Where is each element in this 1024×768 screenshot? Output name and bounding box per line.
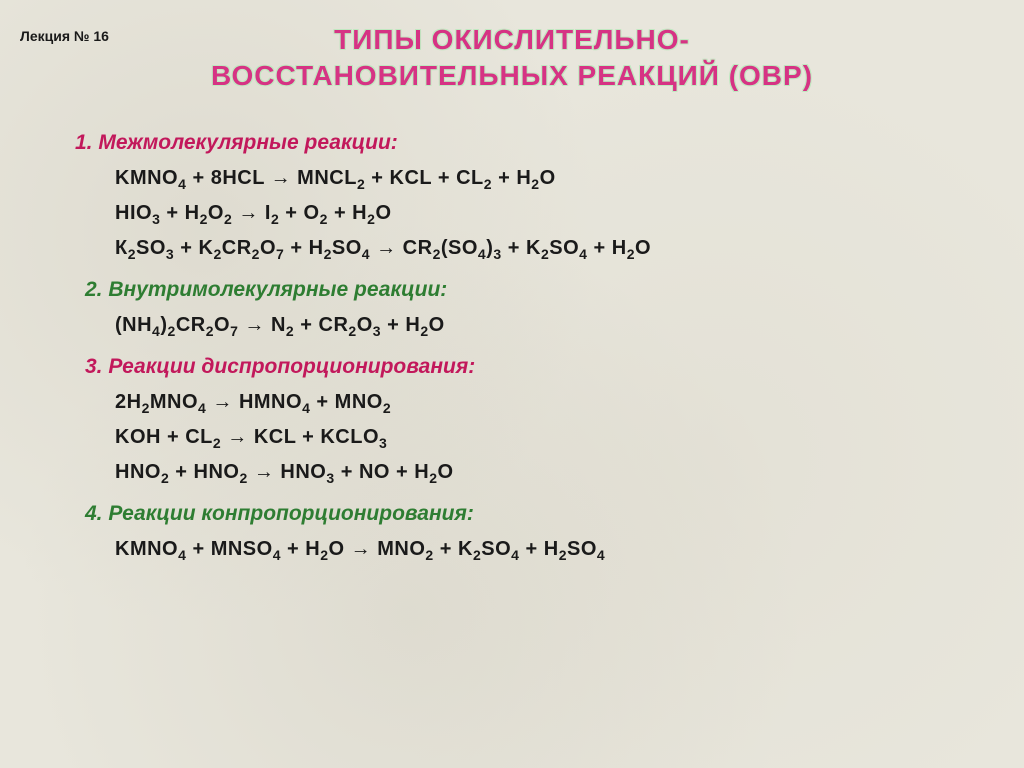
equation-2-1: (NH4)2CR2O7 → N2 + CR2O3 + H2O [115, 314, 964, 339]
equation-3-3: HNO2 + HNO2 → HNO3 + NO + H2O [115, 461, 964, 486]
section-3-heading: 3. Реакции диспропорционирования: [85, 355, 964, 379]
equation-1-3: К2SO3 + K2CR2O7 + H2SO4 → CR2(SO4)3 + K2… [115, 237, 964, 262]
title-line-2: ВОССТАНОВИТЕЛЬНЫХ РЕАКЦИЙ (ОВР) [211, 60, 813, 91]
equation-3-1: 2H2MNO4 → HMNO4 + MNO2 [115, 391, 964, 416]
equation-1-2: HIO3 + H2O2 → I2 + O2 + H2O [115, 202, 964, 227]
equation-1-1: KMNO4 + 8HCL → MNCL2 + KCL + CL2 + H2O [115, 167, 964, 192]
equation-4-1: KMNO4 + MNSO4 + H2O → MNO2 + K2SO4 + H2S… [115, 538, 964, 563]
lecture-number: Лекция № 16 [20, 28, 109, 44]
section-1-heading: 1. Межмолекулярные реакции: [75, 131, 964, 155]
section-2-heading: 2. Внутримолекулярные реакции: [85, 278, 964, 302]
slide-content: 1. Межмолекулярные реакции: KMNO4 + 8HCL… [0, 95, 1024, 563]
title-line-1: ТИПЫ ОКИСЛИТЕЛЬНО- [334, 24, 690, 55]
equation-3-2: KOH + CL2 → KCL + KCLO3 [115, 426, 964, 451]
slide-title: ТИПЫ ОКИСЛИТЕЛЬНО- ВОССТАНОВИТЕЛЬНЫХ РЕА… [0, 0, 1024, 95]
section-4-heading: 4. Реакции конпропорционирования: [85, 502, 964, 526]
